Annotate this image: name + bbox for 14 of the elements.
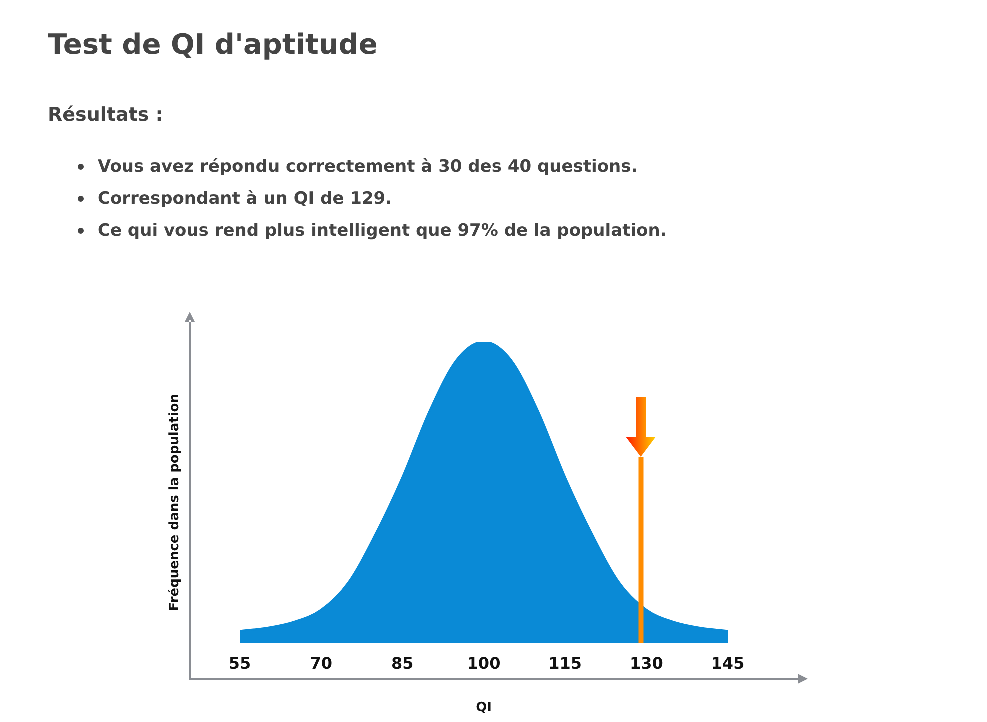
x-tick-label: 115 bbox=[548, 654, 582, 673]
text: Correspondant à un QI de 129. bbox=[98, 189, 392, 209]
text: Vous avez répondu correctement à 30 des 40 questions. bbox=[98, 157, 638, 177]
text: Ce qui vous rend plus intelligent que 97% de la population. bbox=[98, 221, 667, 241]
y-axis-title: Fréquence dans la population bbox=[167, 394, 182, 612]
x-axis-title: QI bbox=[476, 700, 492, 716]
x-tick-label: 100 bbox=[467, 654, 501, 673]
chart-subtitle: Résultats : bbox=[48, 104, 164, 126]
x-tick-label: 85 bbox=[392, 654, 414, 673]
x-tick-label: 130 bbox=[630, 654, 664, 673]
x-tick-label: 70 bbox=[310, 654, 332, 673]
x-tick-label: 55 bbox=[228, 654, 252, 673]
chart-title: Test de QI d'aptitude bbox=[48, 28, 378, 61]
x-tick-label: 145 bbox=[711, 654, 745, 673]
